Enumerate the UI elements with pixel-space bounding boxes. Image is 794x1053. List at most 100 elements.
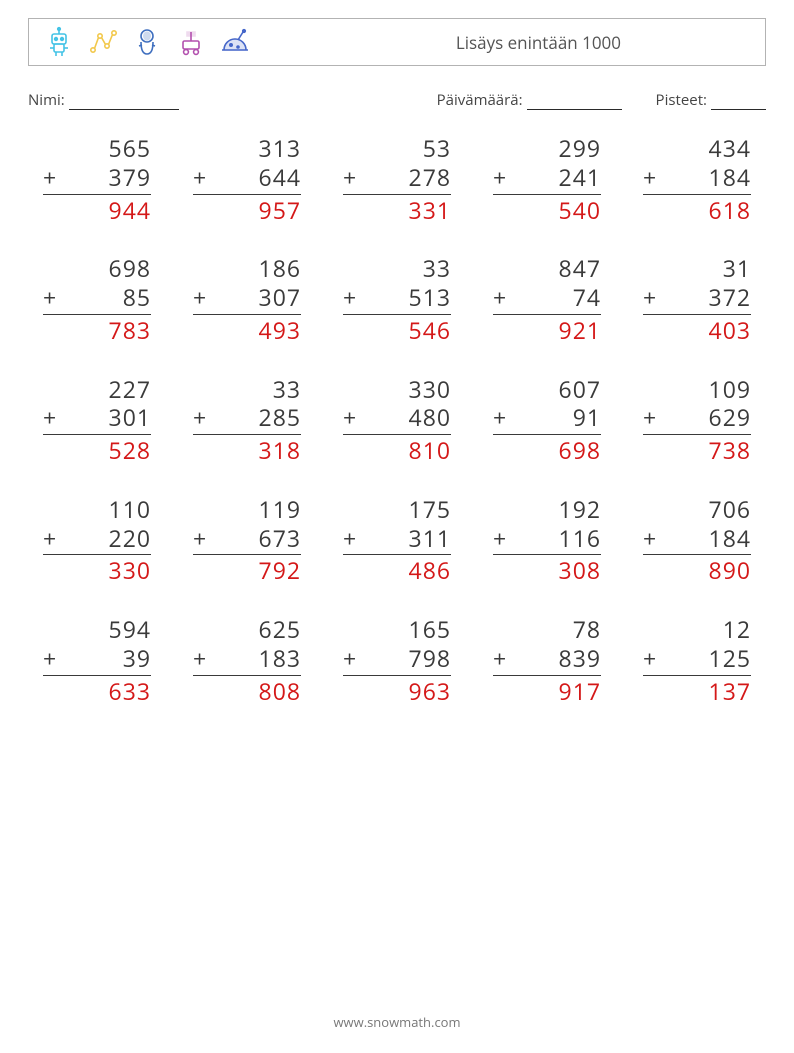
operand-a: 109 bbox=[661, 375, 751, 404]
answer: 738 bbox=[661, 436, 751, 465]
operand-a: 625 bbox=[211, 615, 301, 644]
robot-icon bbox=[43, 26, 75, 58]
operand-a: 78 bbox=[511, 615, 601, 644]
operator: + bbox=[493, 283, 511, 312]
problem: 53+278 331 bbox=[343, 134, 451, 224]
problem: 313+644957 bbox=[193, 134, 301, 224]
operand-a: 110 bbox=[61, 495, 151, 524]
operator: + bbox=[343, 283, 361, 312]
name-blank[interactable] bbox=[69, 94, 179, 110]
problem: 698+85783 bbox=[43, 254, 151, 344]
problem: 625+183 808 bbox=[193, 615, 301, 705]
worksheet-title: Lisäys enintään 1000 bbox=[456, 31, 621, 54]
answer: 698 bbox=[511, 436, 601, 465]
problem: 565+379944 bbox=[43, 134, 151, 224]
problem: 299+241540 bbox=[493, 134, 601, 224]
problem: 31+372403 bbox=[643, 254, 751, 344]
problem: 165+798963 bbox=[343, 615, 451, 705]
operand-b: 301 bbox=[61, 403, 151, 432]
operator: + bbox=[643, 403, 661, 432]
operator: + bbox=[193, 644, 211, 673]
answer: 403 bbox=[661, 316, 751, 345]
name-field: Nimi: bbox=[28, 90, 179, 110]
problem: 186+307493 bbox=[193, 254, 301, 344]
problem: 12+125 137 bbox=[643, 615, 751, 705]
answer: 810 bbox=[361, 436, 451, 465]
dome-icon bbox=[219, 26, 251, 58]
operand-b: 125 bbox=[661, 644, 751, 673]
operand-b: 480 bbox=[361, 403, 451, 432]
problem: 330+480810 bbox=[343, 375, 451, 465]
operand-b: 372 bbox=[661, 283, 751, 312]
answer: 917 bbox=[511, 677, 601, 706]
answer: 633 bbox=[61, 677, 151, 706]
answer: 137 bbox=[661, 677, 751, 706]
operand-a: 33 bbox=[211, 375, 301, 404]
answer: 890 bbox=[661, 556, 751, 585]
operand-b: 116 bbox=[511, 524, 601, 553]
footer: www.snowmath.com bbox=[0, 1013, 794, 1031]
operator: + bbox=[493, 524, 511, 553]
operator: + bbox=[643, 524, 661, 553]
operand-b: 379 bbox=[61, 163, 151, 192]
answer: 331 bbox=[361, 196, 451, 225]
answer: 921 bbox=[511, 316, 601, 345]
answer: 493 bbox=[211, 316, 301, 345]
date-blank[interactable] bbox=[527, 94, 622, 110]
operand-a: 53 bbox=[361, 134, 451, 163]
operator: + bbox=[343, 403, 361, 432]
operand-a: 313 bbox=[211, 134, 301, 163]
problem: 33+513 546 bbox=[343, 254, 451, 344]
operand-b: 184 bbox=[661, 524, 751, 553]
problem: 78+839917 bbox=[493, 615, 601, 705]
score-blank[interactable] bbox=[711, 94, 766, 110]
operand-b: 513 bbox=[361, 283, 451, 312]
graph-icon bbox=[87, 26, 119, 58]
operand-b: 278 bbox=[361, 163, 451, 192]
operand-a: 227 bbox=[61, 375, 151, 404]
operand-a: 33 bbox=[361, 254, 451, 283]
answer: 808 bbox=[211, 677, 301, 706]
operand-a: 698 bbox=[61, 254, 151, 283]
answer: 963 bbox=[361, 677, 451, 706]
operator: + bbox=[643, 283, 661, 312]
problem-grid: 565+379944313+64495753+278331299+2415404… bbox=[28, 120, 766, 705]
operand-a: 565 bbox=[61, 134, 151, 163]
operator: + bbox=[343, 524, 361, 553]
problem: 110+220330 bbox=[43, 495, 151, 585]
answer: 546 bbox=[361, 316, 451, 345]
operand-b: 629 bbox=[661, 403, 751, 432]
problem: 607+91698 bbox=[493, 375, 601, 465]
operand-b: 311 bbox=[361, 524, 451, 553]
answer: 330 bbox=[61, 556, 151, 585]
answer: 944 bbox=[61, 196, 151, 225]
operand-a: 299 bbox=[511, 134, 601, 163]
operator: + bbox=[643, 163, 661, 192]
answer: 486 bbox=[361, 556, 451, 585]
operator: + bbox=[643, 644, 661, 673]
operand-b: 307 bbox=[211, 283, 301, 312]
date-label: Päivämäärä: bbox=[437, 90, 523, 110]
operand-a: 165 bbox=[361, 615, 451, 644]
operand-b: 220 bbox=[61, 524, 151, 553]
operand-b: 74 bbox=[511, 283, 601, 312]
answer: 540 bbox=[511, 196, 601, 225]
operand-a: 186 bbox=[211, 254, 301, 283]
operator: + bbox=[193, 403, 211, 432]
operand-a: 119 bbox=[211, 495, 301, 524]
operand-b: 673 bbox=[211, 524, 301, 553]
score-field: Pisteet: bbox=[656, 90, 766, 110]
operand-b: 798 bbox=[361, 644, 451, 673]
problem: 119+673792 bbox=[193, 495, 301, 585]
problem: 227+301528 bbox=[43, 375, 151, 465]
operand-b: 39 bbox=[61, 644, 151, 673]
operand-b: 183 bbox=[211, 644, 301, 673]
operator: + bbox=[343, 163, 361, 192]
operand-a: 12 bbox=[661, 615, 751, 644]
operand-b: 285 bbox=[211, 403, 301, 432]
operand-b: 241 bbox=[511, 163, 601, 192]
operator: + bbox=[493, 644, 511, 673]
operator: + bbox=[43, 644, 61, 673]
answer: 618 bbox=[661, 196, 751, 225]
operand-a: 434 bbox=[661, 134, 751, 163]
